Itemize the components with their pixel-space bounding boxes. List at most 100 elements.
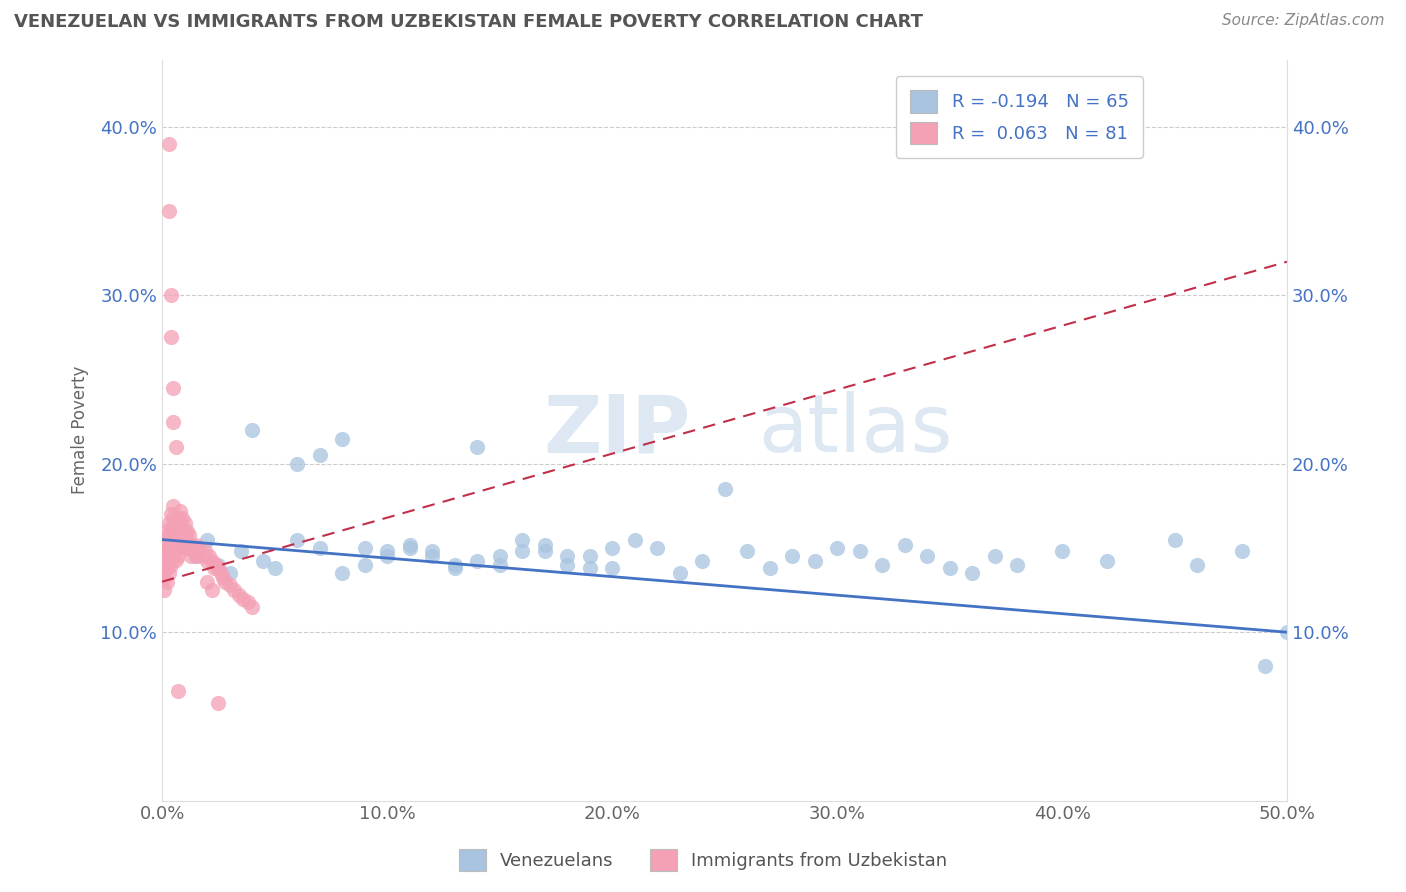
- Point: [668, 566, 690, 581]
- Point: [172, 510, 194, 524]
- Point: [165, 440, 187, 454]
- Point: [162, 381, 184, 395]
- Point: [200, 583, 222, 598]
- Point: [155, 561, 177, 575]
- Point: [465, 554, 488, 568]
- Point: [191, 549, 214, 564]
- Point: [166, 684, 188, 698]
- Point: [533, 538, 555, 552]
- Point: [308, 449, 330, 463]
- Text: VENEZUELAN VS IMMIGRANTS FROM UZBEKISTAN FEMALE POVERTY CORRELATION CHART: VENEZUELAN VS IMMIGRANTS FROM UZBEKISTAN…: [14, 13, 924, 31]
- Point: [375, 549, 398, 564]
- Point: [155, 549, 177, 564]
- Point: [160, 521, 183, 535]
- Point: [195, 533, 218, 547]
- Point: [187, 541, 209, 555]
- Point: [176, 524, 198, 538]
- Point: [184, 549, 207, 564]
- Point: [166, 536, 188, 550]
- Point: [169, 504, 191, 518]
- Point: [983, 549, 1005, 564]
- Point: [915, 549, 938, 564]
- Point: [155, 574, 177, 589]
- Point: [263, 561, 285, 575]
- Point: [443, 561, 465, 575]
- Point: [443, 558, 465, 572]
- Point: [578, 549, 600, 564]
- Point: [162, 524, 184, 538]
- Point: [188, 544, 211, 558]
- Point: [166, 510, 188, 524]
- Point: [207, 696, 229, 710]
- Point: [488, 549, 510, 564]
- Point: [218, 566, 240, 581]
- Point: [1275, 625, 1298, 640]
- Point: [153, 583, 176, 598]
- Point: [420, 549, 443, 564]
- Point: [155, 538, 177, 552]
- Point: [180, 538, 202, 552]
- Point: [375, 544, 398, 558]
- Point: [157, 566, 180, 581]
- Point: [172, 524, 194, 538]
- Point: [488, 558, 510, 572]
- Point: [165, 516, 187, 530]
- Point: [157, 541, 180, 555]
- Point: [1095, 554, 1118, 568]
- Point: [870, 558, 893, 572]
- Point: [205, 558, 228, 572]
- Y-axis label: Female Poverty: Female Poverty: [72, 366, 89, 494]
- Point: [893, 538, 915, 552]
- Point: [735, 544, 758, 558]
- Point: [1005, 558, 1028, 572]
- Point: [690, 554, 713, 568]
- Point: [645, 541, 668, 555]
- Point: [600, 561, 623, 575]
- Point: [184, 549, 207, 564]
- Point: [623, 533, 645, 547]
- Point: [153, 571, 176, 585]
- Point: [803, 554, 825, 568]
- Point: [153, 533, 176, 547]
- Point: [229, 544, 252, 558]
- Point: [169, 527, 191, 541]
- Point: [218, 578, 240, 592]
- Point: [157, 553, 180, 567]
- Point: [207, 558, 229, 572]
- Point: [153, 558, 176, 572]
- Point: [848, 544, 870, 558]
- Point: [173, 527, 195, 541]
- Point: [157, 204, 180, 219]
- Point: [330, 432, 353, 446]
- Point: [173, 516, 195, 530]
- Point: [510, 533, 533, 547]
- Point: [160, 533, 183, 547]
- Point: [162, 510, 184, 524]
- Point: [533, 544, 555, 558]
- Point: [209, 566, 232, 581]
- Point: [162, 549, 184, 564]
- Point: [162, 415, 184, 429]
- Point: [510, 544, 533, 558]
- Text: Source: ZipAtlas.com: Source: ZipAtlas.com: [1222, 13, 1385, 29]
- Point: [160, 558, 183, 572]
- Point: [232, 591, 254, 606]
- Point: [166, 524, 188, 538]
- Point: [252, 554, 274, 568]
- Point: [169, 516, 191, 530]
- Point: [160, 288, 183, 302]
- Point: [162, 499, 184, 513]
- Point: [1050, 544, 1073, 558]
- Point: [960, 566, 983, 581]
- Point: [195, 574, 218, 589]
- Point: [184, 538, 207, 552]
- Point: [173, 541, 195, 555]
- Point: [211, 571, 233, 585]
- Point: [155, 524, 177, 538]
- Point: [578, 561, 600, 575]
- Point: [285, 533, 308, 547]
- Point: [228, 588, 250, 602]
- Point: [172, 538, 194, 552]
- Point: [825, 541, 848, 555]
- Point: [195, 554, 218, 568]
